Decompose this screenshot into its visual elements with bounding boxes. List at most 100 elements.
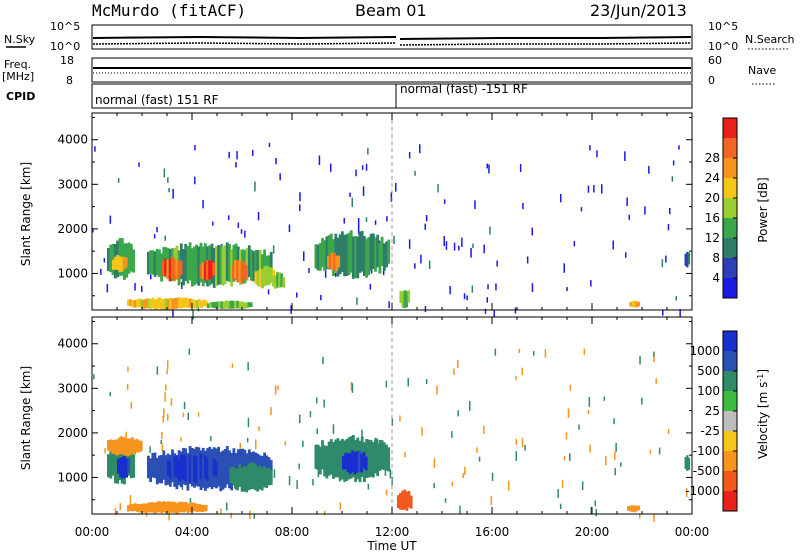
echo-strip [631,505,634,512]
echo-speck [425,379,428,384]
power-cbar-tick-label: 24 [705,171,720,185]
echo-speck [655,378,657,384]
echo-strip [153,452,157,479]
echo-speck [163,168,166,178]
echo-speck [284,441,287,446]
echo-speck [109,215,112,224]
freq-label: Freq. [4,58,31,71]
cpid-panel: CPID normal (fast) 151 RF normal (fast) … [6,82,693,109]
echo-speck [424,306,427,313]
echo-speck [92,228,94,233]
echo-strip [107,454,110,478]
echo-speck [474,200,476,210]
y-tick-label: 3000 [57,381,88,395]
echo-speck [192,309,194,320]
echo-strip [153,251,157,277]
echo-speck [531,283,534,293]
echo-speck [296,480,298,489]
echo-speck [515,376,517,381]
echo-speck [362,186,365,196]
velocity-panel: 1000 2000 3000 4000 Slant Range [km] [19,316,693,522]
echo-strip [247,245,251,278]
echo-strip [360,230,364,272]
echo-strip [256,270,260,286]
echo-strip [201,262,205,279]
echo-strip [200,300,204,308]
echo-speck [671,176,674,182]
echo-strip [378,242,382,274]
echo-speck [472,243,474,249]
echo-strip [149,250,152,274]
echo-strip [387,447,391,472]
echo-speck [162,416,164,423]
echo-speck [457,410,459,417]
echo-speck [322,357,324,365]
echo-strip [142,503,146,513]
echo-strip [188,242,192,281]
echo-strip [189,502,192,513]
echo-speck [228,215,230,221]
echo-strip [240,467,244,492]
echo-strip [329,233,333,270]
echo-speck [489,226,491,235]
echo-speck [445,241,448,250]
echo-strip [343,234,346,277]
echo-strip [129,244,133,272]
echo-speck [483,244,485,254]
echo-speck [164,392,166,402]
echo-strip [171,298,175,310]
echo-strip [195,504,199,512]
echo-strip [153,502,157,514]
echo-speck [437,184,439,193]
nsky-tick-low: 10^0 [50,40,80,53]
echo-strip [355,450,359,473]
echo-speck [277,385,279,391]
echo-speck [404,451,406,458]
echo-strip [198,504,201,512]
echo-strip [244,265,248,280]
echo-speck [343,217,345,224]
echo-speck [254,181,256,192]
vel-cbar-unit-sup: -1 [756,374,765,382]
echo-speck [653,514,655,522]
echo-strip [265,455,269,480]
nsky-trace-2 [399,36,692,40]
echo-speck [420,254,422,264]
noise-panel: N.Sky 10^5 10^0 N.Search 10^5 10^0 [4,20,795,53]
echo-speck [672,160,675,166]
echo-strip [111,444,115,476]
echo-strip [162,501,166,513]
echo-strip [236,300,240,309]
echo-strip [115,439,119,456]
cpid-segment-2: normal (fast) -151 RF [400,82,528,96]
echo-speck [628,214,630,220]
nave-tick-high: 60 [708,54,722,67]
echo-strip [243,302,246,309]
echo-strip [125,458,128,478]
echo-speck [357,225,360,235]
echo-speck [145,510,148,517]
velocity-cbar-swatch [723,471,737,492]
echo-strip [158,501,161,513]
echo-strip [186,246,190,284]
echo-speck [624,151,626,161]
echo-speck [183,401,186,410]
echo-strip [218,301,222,309]
echo-speck [150,274,152,280]
echo-speck [316,428,318,435]
echo-speck [138,162,140,167]
echo-speck [231,363,234,368]
echo-strip [132,249,136,273]
echo-strip [113,448,117,484]
echo-speck [653,351,655,357]
echo-strip [162,298,166,310]
echo-strip [241,448,245,483]
echo-speck [569,453,571,461]
echo-speck [389,468,392,479]
echo-speck [596,150,598,158]
echo-strip [349,230,353,273]
echo-speck [667,428,670,434]
echo-strip [385,241,388,268]
echo-strip [107,440,110,451]
echo-speck [365,163,368,171]
